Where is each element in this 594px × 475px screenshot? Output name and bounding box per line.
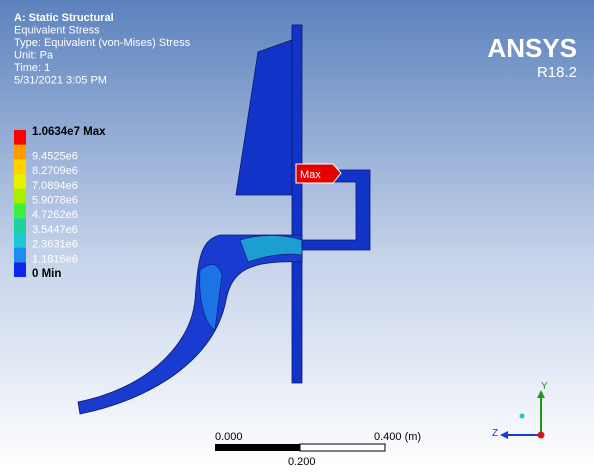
- header-line: Equivalent Stress: [14, 25, 100, 37]
- legend-label: 3.5447e6: [32, 224, 78, 236]
- header-line: A: Static Structural: [14, 12, 114, 24]
- legend-label: 8.2709e6: [32, 165, 78, 177]
- scale-bar-black: [215, 444, 300, 451]
- viewport: A: Static StructuralEquivalent StressTyp…: [0, 0, 594, 470]
- header-line: 5/31/2021 3:05 PM: [14, 75, 107, 87]
- legend-swatch: [14, 262, 26, 277]
- legend-label: 1.0634e7 Max: [32, 126, 106, 138]
- legend-swatch: [14, 218, 26, 233]
- header-line: Unit: Pa: [14, 50, 54, 62]
- scale-bar-white: [300, 444, 385, 451]
- header-line: Type: Equivalent (von-Mises) Stress: [14, 37, 191, 49]
- legend-swatch: [14, 248, 26, 263]
- legend-swatch: [14, 159, 26, 174]
- triad-y: Y: [541, 381, 548, 392]
- legend-label: 0 Min: [32, 268, 61, 280]
- legend-label: 5.9078e6: [32, 195, 78, 207]
- page: A: Static StructuralEquivalent StressTyp…: [0, 0, 594, 475]
- legend-swatch: [14, 204, 26, 219]
- scale-middle: 0.200: [288, 456, 316, 468]
- legend-label: 7.0894e6: [32, 180, 78, 192]
- logo-name: ANSYS: [487, 33, 577, 63]
- header-line: Time: 1: [14, 62, 50, 74]
- scale-end: 0.400 (m): [374, 431, 421, 443]
- logo-version: R18.2: [537, 64, 577, 81]
- legend-label: 2.3631e6: [32, 239, 78, 251]
- legend-swatch: [14, 174, 26, 189]
- max-label: Max: [300, 169, 321, 181]
- legend-label: 9.4525e6: [32, 150, 78, 162]
- legend-swatch: [14, 145, 26, 160]
- legend-label: 4.7262e6: [32, 209, 78, 221]
- legend-swatch: [14, 189, 26, 204]
- scale-start: 0.000: [215, 431, 243, 443]
- legend-label: 1.1816e6: [32, 253, 78, 265]
- legend-swatch: [14, 233, 26, 248]
- legend-swatch: [14, 130, 26, 145]
- triad-z: Z: [492, 428, 498, 439]
